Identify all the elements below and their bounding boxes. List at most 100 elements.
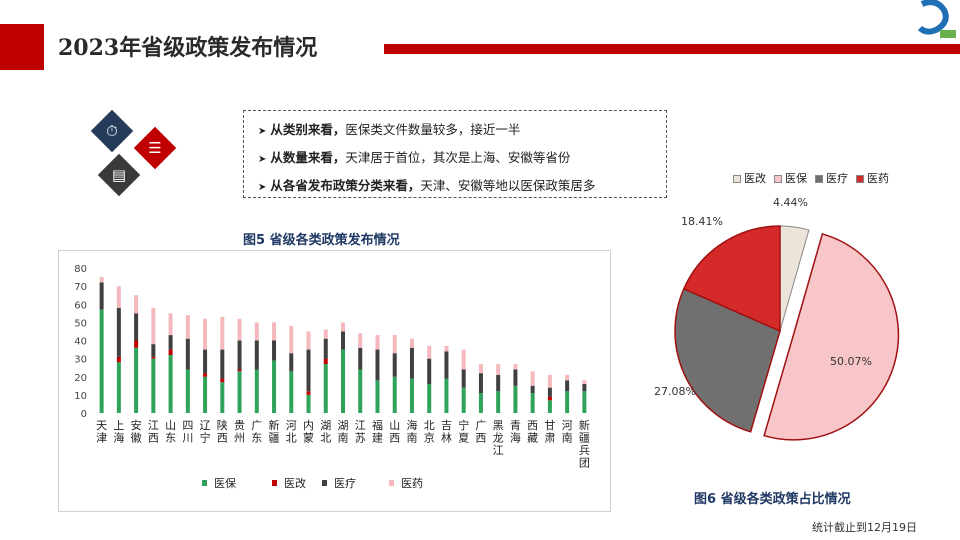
bar-segment — [134, 347, 139, 413]
pie-slice — [763, 233, 900, 441]
x-tick-label: 河南 — [562, 419, 573, 445]
x-tick-label: 海南 — [406, 418, 417, 445]
x-tick-char: 津 — [96, 432, 107, 445]
pie-legend-swatch — [815, 175, 823, 183]
pie-legend-item: 医保 — [774, 170, 807, 186]
x-tick-label: 江苏 — [355, 419, 366, 445]
bar-segment — [185, 369, 190, 413]
pie-legend-swatch — [774, 175, 782, 183]
bar-segment — [116, 356, 121, 363]
y-tick-label: 20 — [74, 373, 87, 384]
bar-segment — [547, 396, 552, 401]
bar-segment — [203, 376, 208, 413]
legend-label: 医疗 — [334, 476, 356, 490]
bar-segment — [237, 371, 242, 413]
x-tick-char: 疆 — [269, 432, 280, 445]
bar-segment — [530, 385, 535, 394]
x-tick-char: 宁 — [458, 418, 469, 432]
x-tick-label: 贵州 — [234, 419, 245, 445]
x-tick-char: 川 — [182, 432, 193, 445]
bar-segment — [358, 347, 363, 370]
bar-segment — [237, 318, 242, 341]
bar-chart-frame: 0 10 20 30 40 50 60 70 80 天津 上海 安徽 江西 山东 四川 辽宁 陕西 贵州 广东 新疆河… — [58, 250, 611, 512]
bar-segment — [272, 360, 277, 413]
bar-chart-caption: 图5 省级各类政策发布情况 — [243, 233, 400, 248]
x-tick-char: 湖 — [338, 419, 349, 432]
bar-segment — [461, 387, 466, 413]
bar-segment — [151, 358, 156, 413]
bar-segment — [323, 329, 328, 339]
x-tick-char: 龙 — [493, 432, 504, 445]
bar-segment — [513, 364, 518, 370]
pie-legend-swatch — [856, 175, 864, 183]
x-tick-char: 西 — [475, 432, 486, 445]
bar-segment — [220, 378, 225, 383]
bar-segment — [375, 380, 380, 413]
bar-segment — [254, 369, 259, 413]
x-tick-char: 西 — [389, 432, 400, 445]
bar-segment — [254, 322, 259, 341]
bar-segment — [306, 349, 311, 392]
x-tick-label: 宁夏 — [458, 418, 469, 445]
bar-segment — [341, 331, 345, 350]
bar-segment — [530, 371, 535, 386]
bar-segment — [358, 333, 363, 348]
bar-segment — [461, 349, 466, 370]
pie-legend-item: 医药 — [856, 170, 889, 186]
x-tick-char: 黑 — [493, 419, 504, 432]
x-tick-char: 安 — [131, 418, 142, 432]
bar-segment — [341, 322, 345, 332]
x-tick-label: 西藏 — [527, 419, 538, 445]
x-tick-char: 东 — [251, 432, 262, 445]
bar-segment — [547, 400, 552, 413]
x-tick-char: 北 — [424, 419, 435, 432]
x-tick-label: 上海 — [113, 419, 124, 445]
bar-segment — [289, 326, 294, 354]
pie-legend-label: 医保 — [785, 172, 807, 185]
y-tick-label: 50 — [74, 318, 87, 329]
bar-segment — [323, 358, 328, 365]
x-tick-char: 团 — [579, 457, 590, 470]
x-tick-char: 江 — [148, 419, 159, 432]
y-tick-label: 80 — [74, 264, 87, 275]
bar-segment — [375, 349, 380, 381]
x-tick-label: 湖南 — [338, 419, 349, 445]
list-icon: ☰ — [148, 139, 162, 157]
bar-segment — [582, 391, 587, 413]
x-tick-char: 陕 — [217, 418, 228, 432]
bar-segment — [409, 338, 414, 348]
y-tick-label: 60 — [74, 300, 87, 311]
x-tick-char: 湖 — [320, 419, 331, 432]
bar-segment — [116, 362, 121, 413]
bar-segment — [565, 391, 570, 413]
bar-segment — [203, 318, 208, 350]
bar-segment — [185, 338, 190, 370]
bar-segment — [375, 335, 380, 350]
pie-legend-label: 医改 — [744, 172, 766, 185]
x-tick-label: 北京 — [424, 419, 435, 445]
pie-legend-item: 医疗 — [815, 170, 848, 186]
x-tick-label: 吉林 — [441, 419, 452, 445]
bar-segment — [513, 369, 518, 386]
document-icon: ▤ — [111, 166, 127, 184]
bar-segment — [151, 344, 156, 357]
bar-segment — [392, 353, 397, 377]
x-tick-char: 广 — [475, 419, 486, 432]
bar-segment — [513, 385, 518, 413]
bar-segment — [582, 384, 587, 392]
x-tick-char: 北 — [320, 432, 331, 445]
bar-segment — [168, 355, 173, 413]
pie-legend-item: 医改 — [733, 170, 766, 186]
bar-segment — [203, 373, 208, 377]
x-tick-label: 山西 — [389, 419, 400, 445]
x-tick-char: 疆 — [579, 432, 590, 445]
bar-segment — [272, 322, 277, 341]
x-tick-char: 苏 — [355, 432, 366, 445]
x-tick-char: 蒙 — [303, 432, 314, 445]
x-tick-char: 西 — [148, 432, 159, 445]
bar-segment — [289, 353, 294, 372]
x-tick-label: 天津 — [96, 419, 107, 445]
pie-legend: 医改 医保 医疗 医药 — [733, 170, 889, 186]
x-tick-label: 青海 — [510, 419, 521, 445]
arrow-icon: ➤ — [258, 182, 267, 193]
